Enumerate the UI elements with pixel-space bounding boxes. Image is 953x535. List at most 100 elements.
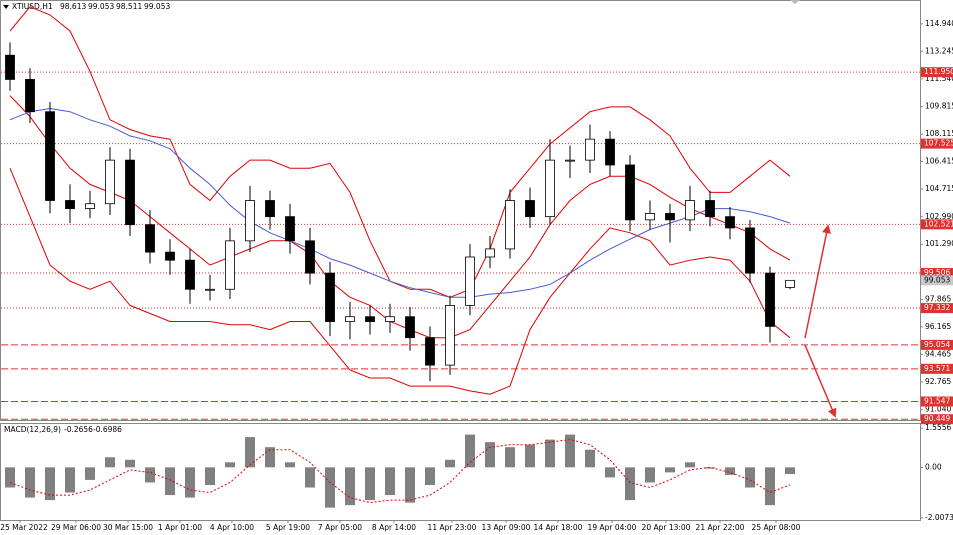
candle-body (785, 279, 795, 288)
macd-bar (665, 467, 675, 473)
macd-bar (585, 449, 595, 468)
macd-bar (165, 467, 175, 496)
candle-body (165, 251, 175, 261)
candle-body (585, 138, 595, 161)
candle-body (45, 111, 55, 201)
candle-body (425, 337, 435, 366)
macd-panel (0, 423, 921, 521)
x-tick-label: 14 Apr 18:00 (534, 523, 583, 532)
candle-body (245, 200, 255, 242)
y-tick-label: 111.540 (925, 74, 953, 83)
macd-bar (645, 467, 655, 483)
level-label: 95.054 (924, 340, 950, 349)
candle-body (385, 316, 395, 322)
level-box (921, 138, 953, 149)
candle-body (65, 200, 75, 209)
indicator-line (9, 168, 791, 395)
macd-bar (425, 467, 435, 485)
candle-body (705, 200, 715, 218)
candle-body (5, 54, 15, 80)
macd-bar (505, 447, 515, 468)
candle-body (685, 200, 695, 221)
macd-bar (685, 462, 695, 468)
y-tick-label: -2.0073 (925, 513, 953, 522)
candle-body (405, 316, 415, 339)
macd-bar (785, 467, 795, 475)
level-label: 107.525 (924, 139, 953, 148)
level-label: 99.506 (924, 268, 950, 277)
macd-title: MACD(12,26,9) (4, 425, 61, 434)
macd-bar (325, 467, 335, 508)
candle-body (445, 305, 455, 366)
level-label: 102.521 (924, 219, 953, 228)
macd-bar (385, 467, 395, 496)
candle-body (305, 240, 315, 274)
y-tick-label: 108.115 (925, 129, 953, 138)
x-tick-label: 29 Mar 06:00 (51, 523, 101, 532)
y-tick-label: 91.040 (925, 405, 951, 414)
menu-icon[interactable] (3, 5, 9, 9)
macd-bar (765, 467, 775, 506)
macd-bar (145, 467, 155, 483)
macd-bar (225, 462, 235, 468)
y-tick-label: 97.865 (925, 295, 951, 304)
symbol-title: XTIUSD,H1 (12, 2, 53, 11)
macd-bar (485, 442, 495, 468)
x-tick-label: 8 Apr 14:00 (372, 523, 416, 532)
x-tick-label: 25 Mar 2022 (0, 523, 48, 532)
shift-marker (790, 0, 800, 4)
macd-bar (25, 467, 35, 498)
level-label: 93.571 (924, 364, 950, 373)
header-high: 99.053 (88, 2, 114, 11)
level-label: 111.950 (924, 67, 953, 76)
price-box (921, 275, 953, 286)
x-tick-label: 13 Apr 09:00 (482, 523, 531, 532)
candle-body (565, 159, 575, 162)
candle-body (145, 224, 155, 253)
macd-bar (625, 467, 635, 501)
candle-body (745, 227, 755, 274)
x-tick-label: 30 Mar 15:00 (103, 523, 153, 532)
header-open: 98.613 (60, 2, 86, 11)
macd-bar (525, 444, 535, 468)
x-tick-label: 21 Apr 22:00 (696, 523, 745, 532)
macd-bar (285, 462, 295, 468)
level-box (921, 67, 953, 78)
candle-body (725, 216, 735, 229)
header-close: 99.053 (144, 2, 170, 11)
macd-bar (445, 459, 455, 468)
y-tick-label: 94.465 (925, 349, 951, 358)
level-label: 91.547 (924, 396, 950, 405)
candle-body (25, 79, 35, 113)
x-tick-label: 5 Apr 19:00 (266, 523, 310, 532)
candle-body (525, 200, 535, 218)
macd-bar (185, 467, 195, 498)
level-box (921, 363, 953, 374)
candle-body (625, 164, 635, 221)
y-tick-label: 106.415 (925, 157, 953, 166)
macd-bar (265, 447, 275, 468)
level-box (921, 219, 953, 230)
macd-bar (405, 467, 415, 503)
y-tick-label: 92.765 (925, 377, 951, 386)
macd-signal: -0.6986 (93, 425, 122, 434)
x-tick-label: 25 Apr 08:00 (752, 523, 801, 532)
y-tick-label: 109.815 (925, 102, 953, 111)
x-tick-label: 20 Apr 13:00 (642, 523, 691, 532)
y-tick-label: 104.715 (925, 184, 953, 193)
macd-bar (305, 467, 315, 488)
y-tick-label: 0.00 (925, 462, 942, 471)
y-tick-label: 113.245 (925, 46, 953, 55)
macd-bar (365, 467, 375, 501)
candle-body (765, 272, 775, 327)
candle-body (285, 216, 295, 242)
candle-body (125, 159, 135, 226)
macd-bar (545, 439, 555, 468)
x-tick-label: 1 Apr 01:00 (158, 523, 202, 532)
candle-body (645, 213, 655, 221)
up-arrow (804, 224, 831, 339)
down-arrow (804, 344, 837, 418)
level-box (921, 303, 953, 314)
x-tick-label: 11 Apr 23:00 (428, 523, 477, 532)
